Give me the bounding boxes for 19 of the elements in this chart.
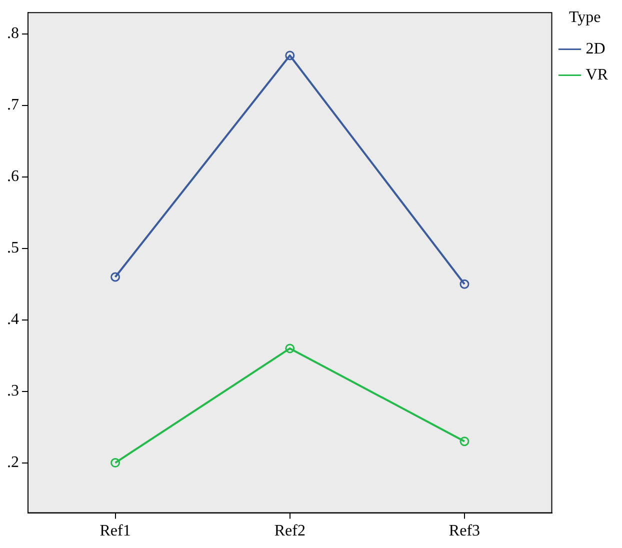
y-tick-label: .6 [7,168,19,186]
legend-label: VR [586,66,608,84]
point [460,436,470,446]
legend-title: Type [569,9,601,26]
x-tick-label: Ref2 [274,522,306,540]
x-tick-label: Ref3 [448,522,480,540]
y-tick-label: .4 [7,311,19,328]
point [460,279,470,289]
y-tick-label: .3 [7,382,19,400]
y-tick-label: .2 [7,454,19,471]
y-tick-label: .8 [7,25,19,42]
y-tick-label: .5 [7,240,19,257]
y-tick-label: .7 [7,96,19,114]
legend-label: 2D [586,40,606,58]
point [285,50,295,60]
x-tick-label: Ref1 [100,522,131,540]
point [110,458,120,468]
point [285,344,295,354]
point [110,272,120,282]
